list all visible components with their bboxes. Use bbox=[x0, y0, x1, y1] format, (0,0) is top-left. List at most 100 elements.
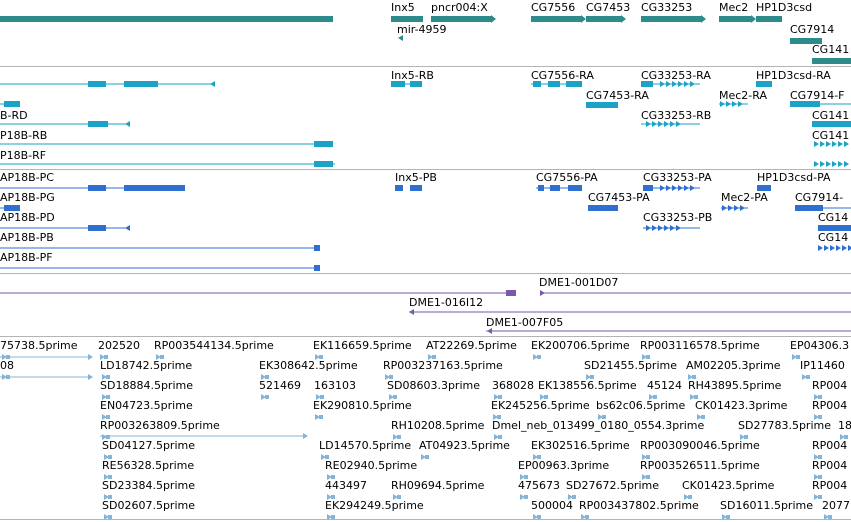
mrna-glyph[interactable] bbox=[838, 141, 843, 147]
mrna-glyph[interactable] bbox=[646, 121, 651, 127]
cds-glyph[interactable] bbox=[670, 225, 675, 231]
est-glyph[interactable] bbox=[102, 394, 107, 400]
mrna-glyph[interactable] bbox=[844, 141, 849, 147]
mrna-glyph[interactable] bbox=[820, 141, 825, 147]
gene-glyph[interactable] bbox=[641, 16, 701, 22]
mrna-glyph[interactable] bbox=[738, 101, 743, 107]
cds-glyph[interactable] bbox=[538, 185, 544, 191]
mrna-glyph[interactable] bbox=[814, 161, 819, 167]
mrna-glyph[interactable] bbox=[4, 101, 20, 107]
est-glyph[interactable] bbox=[108, 475, 112, 479]
cds-glyph[interactable] bbox=[646, 225, 651, 231]
est-glyph[interactable] bbox=[602, 415, 606, 419]
est-glyph[interactable] bbox=[493, 414, 498, 420]
est-glyph[interactable] bbox=[642, 454, 647, 460]
est-glyph[interactable] bbox=[106, 395, 110, 399]
est-glyph[interactable] bbox=[265, 395, 269, 399]
mrna-glyph[interactable] bbox=[814, 141, 819, 147]
est-glyph[interactable] bbox=[688, 374, 693, 380]
est-glyph[interactable] bbox=[814, 414, 819, 420]
cds-glyph[interactable] bbox=[740, 205, 745, 211]
est-glyph[interactable] bbox=[303, 433, 308, 439]
cds-glyph[interactable] bbox=[652, 225, 657, 231]
cds-glyph[interactable] bbox=[842, 245, 847, 251]
est-glyph[interactable] bbox=[494, 434, 499, 440]
est-glyph[interactable] bbox=[104, 454, 109, 460]
est-glyph[interactable] bbox=[397, 495, 401, 499]
cds-glyph[interactable] bbox=[666, 185, 671, 191]
cds-glyph[interactable] bbox=[722, 205, 727, 211]
est-glyph[interactable] bbox=[104, 474, 109, 480]
est-glyph[interactable] bbox=[646, 475, 650, 479]
mrna-glyph[interactable] bbox=[88, 81, 106, 87]
est-glyph[interactable] bbox=[432, 355, 436, 359]
est-glyph[interactable] bbox=[393, 434, 398, 440]
est-glyph[interactable] bbox=[156, 354, 161, 360]
mrna-glyph[interactable] bbox=[844, 161, 849, 167]
est-glyph[interactable] bbox=[646, 455, 650, 459]
mrna-glyph[interactable] bbox=[690, 81, 695, 87]
mrna-glyph[interactable] bbox=[660, 81, 665, 87]
cds-glyph[interactable] bbox=[818, 245, 823, 251]
est-glyph[interactable] bbox=[806, 375, 810, 379]
est-glyph[interactable] bbox=[106, 375, 110, 379]
est-glyph[interactable] bbox=[598, 414, 603, 420]
est-glyph[interactable] bbox=[425, 455, 429, 459]
est-glyph[interactable] bbox=[261, 374, 266, 380]
mrna-glyph[interactable] bbox=[838, 161, 843, 167]
mrna-glyph[interactable] bbox=[666, 81, 671, 87]
est-glyph[interactable] bbox=[533, 514, 538, 520]
est-glyph[interactable] bbox=[319, 355, 323, 359]
est-glyph[interactable] bbox=[108, 455, 112, 459]
cds-glyph[interactable] bbox=[314, 265, 320, 271]
est-glyph[interactable] bbox=[108, 515, 112, 519]
est-glyph[interactable] bbox=[520, 474, 525, 480]
cds-glyph[interactable] bbox=[848, 245, 851, 251]
mrna-glyph[interactable] bbox=[664, 121, 669, 127]
mrna-glyph[interactable] bbox=[125, 121, 130, 127]
cds-glyph[interactable] bbox=[550, 185, 560, 191]
cds-glyph[interactable] bbox=[757, 185, 771, 191]
cds-glyph[interactable] bbox=[684, 185, 689, 191]
est-glyph[interactable] bbox=[421, 454, 426, 460]
est-glyph[interactable] bbox=[321, 454, 326, 460]
est-glyph[interactable] bbox=[653, 395, 657, 399]
gene-glyph[interactable] bbox=[790, 38, 822, 44]
cds-glyph[interactable] bbox=[410, 185, 422, 191]
cds-glyph[interactable] bbox=[314, 245, 320, 251]
est-glyph[interactable] bbox=[428, 354, 433, 360]
est-glyph[interactable] bbox=[524, 495, 528, 499]
mrna-glyph[interactable] bbox=[726, 101, 731, 107]
est-glyph[interactable] bbox=[726, 515, 730, 519]
est-glyph[interactable] bbox=[814, 474, 819, 480]
est-glyph[interactable] bbox=[497, 415, 501, 419]
est-glyph[interactable] bbox=[104, 514, 109, 520]
gene-glyph[interactable] bbox=[491, 15, 496, 23]
mrna-glyph[interactable] bbox=[820, 161, 825, 167]
est-glyph[interactable] bbox=[649, 394, 654, 400]
cds-glyph[interactable] bbox=[658, 225, 663, 231]
est-glyph[interactable] bbox=[824, 514, 829, 520]
est-glyph[interactable] bbox=[494, 394, 499, 400]
est-glyph[interactable] bbox=[315, 354, 320, 360]
cds-glyph[interactable] bbox=[690, 185, 695, 191]
est-glyph[interactable] bbox=[331, 475, 335, 479]
est-glyph[interactable] bbox=[722, 514, 727, 520]
mrna-glyph[interactable] bbox=[586, 102, 618, 108]
gene-glyph[interactable] bbox=[0, 16, 333, 22]
est-glyph[interactable] bbox=[792, 354, 797, 360]
est-glyph[interactable] bbox=[397, 435, 401, 439]
cds-glyph[interactable] bbox=[664, 225, 669, 231]
est-glyph[interactable] bbox=[844, 435, 848, 439]
mrna-glyph[interactable] bbox=[720, 101, 725, 107]
est-glyph[interactable] bbox=[586, 374, 591, 380]
mrna-glyph[interactable] bbox=[210, 81, 215, 87]
gene-glyph[interactable] bbox=[751, 15, 756, 23]
cds-glyph[interactable] bbox=[672, 185, 677, 191]
mrna-glyph[interactable] bbox=[124, 81, 158, 87]
est-glyph[interactable] bbox=[389, 394, 394, 400]
est-glyph[interactable] bbox=[590, 375, 594, 379]
cds-glyph[interactable] bbox=[588, 205, 618, 211]
gene-glyph[interactable] bbox=[621, 15, 626, 23]
est-glyph[interactable] bbox=[102, 374, 107, 380]
